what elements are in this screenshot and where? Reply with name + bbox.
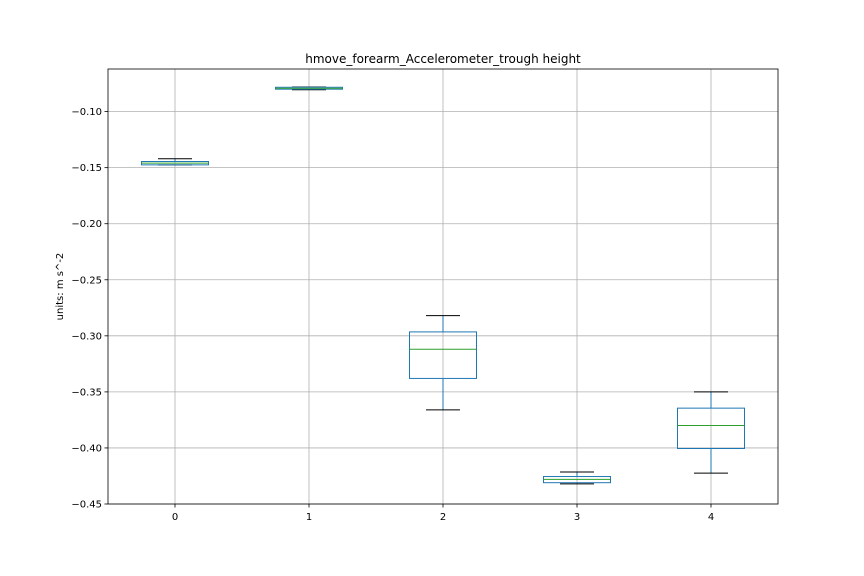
y-tick-label: −0.25	[71, 275, 102, 286]
box-group-1	[275, 86, 343, 91]
grid-layer	[108, 69, 778, 505]
box-group-0	[141, 158, 209, 166]
y-tick-label: −0.40	[71, 443, 102, 454]
y-tick-label: −0.45	[71, 500, 102, 511]
chart-title: hmove_forearm_Accelerometer_trough heigh…	[305, 52, 581, 66]
box	[677, 407, 745, 450]
box-group-4	[677, 391, 745, 474]
y-tick-label: −0.20	[71, 219, 102, 230]
axis-layer: −0.45 −0.40 −0.35 −0.30 −0.25 −0.20 −0.15 −0.10…	[71, 107, 714, 523]
x-tick-label: 0	[172, 512, 178, 523]
x-tick-label: 1	[306, 512, 312, 523]
x-tick-label: 3	[574, 512, 580, 523]
box	[409, 331, 477, 379]
box-group-2	[409, 315, 477, 411]
y-tick-label: −0.35	[71, 387, 102, 398]
x-tick-label: 4	[708, 512, 714, 523]
y-tick-label: −0.15	[71, 163, 102, 174]
box-layer	[141, 86, 745, 485]
y-tick-label: −0.30	[71, 331, 102, 342]
y-tick-label: −0.10	[71, 107, 102, 118]
box-group-3	[543, 471, 611, 485]
y-axis-label: units: m s^-2	[55, 253, 66, 321]
x-tick-label: 2	[440, 512, 446, 523]
